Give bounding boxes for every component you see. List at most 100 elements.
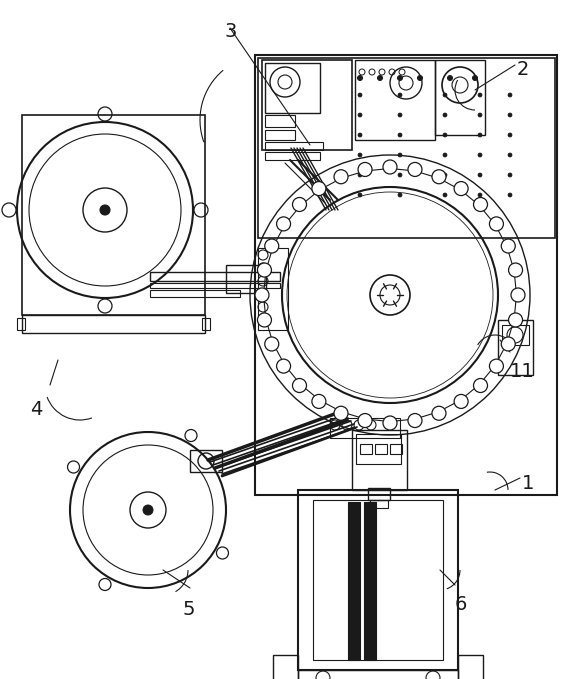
Circle shape — [454, 394, 468, 409]
Circle shape — [443, 93, 447, 97]
Bar — [265, 142, 323, 150]
Bar — [458, 655, 483, 679]
Text: 4: 4 — [30, 400, 42, 419]
Circle shape — [501, 337, 515, 351]
Bar — [370, 500, 388, 508]
Circle shape — [358, 173, 362, 177]
Bar — [258, 58, 555, 238]
Circle shape — [257, 313, 271, 327]
Circle shape — [358, 113, 362, 117]
Text: 11: 11 — [510, 362, 535, 381]
Circle shape — [432, 170, 446, 184]
Bar — [226, 265, 266, 293]
Circle shape — [508, 113, 512, 117]
Text: 6: 6 — [455, 595, 467, 614]
Circle shape — [511, 288, 525, 302]
Bar — [368, 488, 390, 500]
Circle shape — [478, 173, 482, 177]
Text: 1: 1 — [522, 474, 535, 493]
Bar — [390, 444, 402, 454]
Bar — [356, 434, 401, 464]
Circle shape — [397, 75, 403, 81]
Circle shape — [257, 263, 271, 277]
Bar — [190, 450, 222, 472]
Circle shape — [334, 406, 348, 420]
Bar — [22, 115, 205, 315]
Bar — [265, 130, 295, 140]
Bar — [265, 152, 320, 160]
Circle shape — [508, 313, 522, 327]
Circle shape — [478, 153, 482, 157]
Circle shape — [398, 113, 402, 117]
Circle shape — [378, 75, 382, 81]
Text: 3: 3 — [224, 22, 236, 41]
Circle shape — [312, 394, 326, 409]
Bar — [265, 63, 320, 113]
Circle shape — [277, 359, 290, 373]
Circle shape — [398, 193, 402, 197]
Circle shape — [408, 414, 422, 428]
Text: 2: 2 — [517, 60, 529, 79]
Bar — [498, 320, 533, 375]
Circle shape — [508, 93, 512, 97]
Circle shape — [472, 75, 478, 81]
Circle shape — [255, 288, 269, 302]
Bar — [298, 490, 458, 670]
Circle shape — [398, 173, 402, 177]
Bar — [258, 248, 288, 330]
Bar — [202, 318, 210, 330]
Bar — [273, 655, 298, 679]
Bar — [150, 272, 280, 281]
Circle shape — [398, 93, 402, 97]
Bar — [360, 444, 372, 454]
Circle shape — [478, 93, 482, 97]
Circle shape — [489, 359, 503, 373]
Bar — [262, 60, 352, 150]
Circle shape — [443, 173, 447, 177]
Circle shape — [478, 113, 482, 117]
Bar — [22, 315, 205, 333]
Circle shape — [358, 153, 362, 157]
Circle shape — [357, 75, 363, 81]
Circle shape — [383, 160, 397, 174]
Circle shape — [408, 162, 422, 177]
Circle shape — [292, 198, 307, 211]
Text: 5: 5 — [183, 600, 195, 619]
Circle shape — [508, 263, 522, 277]
Circle shape — [265, 239, 279, 253]
Bar — [364, 502, 376, 660]
Circle shape — [489, 217, 503, 231]
Circle shape — [478, 193, 482, 197]
Circle shape — [358, 162, 372, 177]
Circle shape — [100, 205, 110, 215]
Circle shape — [474, 378, 487, 392]
Bar — [330, 418, 400, 438]
Circle shape — [358, 414, 372, 428]
Circle shape — [334, 170, 348, 184]
Circle shape — [447, 75, 453, 81]
Circle shape — [358, 93, 362, 97]
Bar — [352, 430, 407, 490]
Circle shape — [508, 153, 512, 157]
Circle shape — [418, 75, 422, 81]
Circle shape — [432, 406, 446, 420]
Circle shape — [443, 133, 447, 137]
Circle shape — [358, 193, 362, 197]
Bar — [255, 55, 557, 495]
Circle shape — [474, 198, 487, 211]
Bar — [150, 283, 280, 288]
Circle shape — [277, 217, 290, 231]
Circle shape — [508, 173, 512, 177]
Circle shape — [398, 133, 402, 137]
Circle shape — [508, 193, 512, 197]
Circle shape — [312, 181, 326, 196]
Circle shape — [478, 133, 482, 137]
Bar — [313, 500, 443, 660]
Circle shape — [265, 337, 279, 351]
Bar — [435, 60, 485, 135]
Circle shape — [292, 378, 307, 392]
Circle shape — [454, 181, 468, 196]
Bar — [348, 502, 360, 660]
Circle shape — [358, 133, 362, 137]
Circle shape — [443, 153, 447, 157]
